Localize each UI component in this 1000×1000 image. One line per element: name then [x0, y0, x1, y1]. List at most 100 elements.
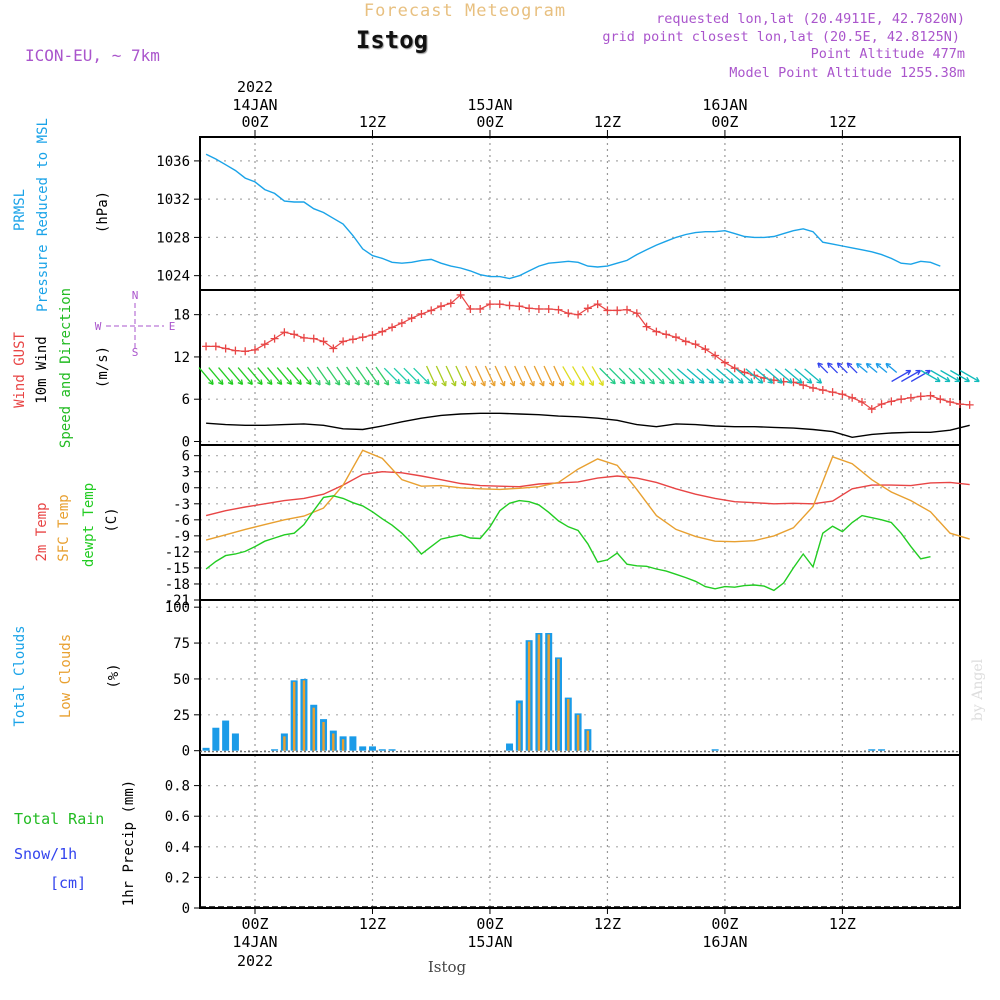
- wind-barb-head: [935, 376, 941, 383]
- wind-barb-head: [796, 378, 803, 384]
- wind-barb-head: [558, 380, 565, 387]
- gust-marker: [730, 364, 739, 373]
- gust-marker: [877, 400, 886, 409]
- wind-barb-head: [659, 378, 665, 385]
- wind-barb-head: [325, 379, 331, 386]
- wind-barb-head: [856, 362, 862, 369]
- low-cloud-bar: [527, 641, 531, 751]
- bottom-tick-label: 00Z: [711, 915, 738, 933]
- wind-barb: [393, 367, 411, 385]
- y-tick-label: 0.2: [165, 870, 190, 886]
- gust-marker: [437, 302, 446, 311]
- gust-marker: [260, 340, 269, 349]
- wind-barb: [257, 367, 273, 385]
- wind-barb: [755, 368, 773, 384]
- station-title: Istog: [356, 26, 428, 54]
- gust-marker: [887, 397, 896, 406]
- wind-barb: [346, 366, 360, 386]
- wind-barb-head: [757, 378, 764, 384]
- total-cloud-bar: [349, 736, 357, 751]
- y-tick-label: 0: [182, 481, 190, 497]
- wind-barb: [940, 369, 960, 383]
- wind-barb: [706, 368, 724, 384]
- wind-barb: [504, 365, 515, 387]
- gust-marker: [309, 334, 318, 343]
- wind-barb-head: [698, 378, 705, 384]
- wind-barb: [306, 366, 321, 386]
- gust-marker: [299, 333, 308, 342]
- wind-barb: [676, 368, 695, 384]
- wind-barb: [608, 367, 626, 385]
- wind-barb: [599, 367, 616, 385]
- wind-barb: [286, 367, 302, 385]
- top-tick-label: 00Z: [476, 113, 503, 131]
- gust-marker: [574, 310, 583, 319]
- low-cloud-bar: [518, 703, 521, 751]
- requested-coords: requested lon,lat (20.4911E, 42.7820N): [656, 11, 965, 27]
- wind-barb-head: [728, 378, 734, 384]
- wind-barb-head: [334, 379, 341, 386]
- gust-marker: [485, 300, 494, 309]
- wind-barb: [774, 368, 793, 384]
- y-tick-label: 0: [182, 901, 190, 917]
- wind-barb-head: [610, 378, 616, 385]
- compass-north: N: [132, 289, 139, 302]
- compass-west: W: [95, 320, 102, 333]
- gust-marker: [270, 334, 279, 343]
- wind-barb: [316, 366, 331, 386]
- bottom-tick-label: 12Z: [359, 915, 386, 933]
- low-cloud-bar: [547, 634, 550, 751]
- wind-barb-head: [974, 376, 980, 383]
- wind-barb-head: [689, 378, 695, 384]
- low-cloud-bar: [576, 714, 580, 751]
- total-rain-label: Total Rain: [14, 810, 104, 828]
- wind-barb-head: [509, 380, 516, 387]
- wind-barb: [885, 363, 898, 373]
- wind-barb: [237, 367, 253, 385]
- gust-marker: [290, 330, 299, 339]
- gust-marker: [867, 405, 876, 414]
- wind-barb-head: [354, 379, 360, 386]
- gust-marker: [936, 395, 945, 404]
- bottom-tick-label: 12Z: [829, 915, 856, 933]
- gust-marker: [828, 388, 837, 397]
- gust-marker: [378, 327, 387, 336]
- y-tick-label: -15: [165, 561, 190, 577]
- y-tick-label: 1036: [156, 154, 190, 170]
- low-clouds-label: Low Clouds: [58, 634, 74, 718]
- bottom-tick-label: 00Z: [241, 915, 268, 933]
- gust-marker: [446, 299, 455, 308]
- wind-barb-head: [787, 378, 793, 384]
- wind-barb-head: [374, 379, 380, 386]
- low-cloud-bar: [567, 699, 570, 751]
- wind-barb-head: [286, 379, 293, 386]
- total-cloud-bar: [878, 749, 886, 751]
- y-tick-label: 18: [173, 308, 190, 324]
- wind-barb-head: [460, 380, 467, 387]
- wind-barb: [403, 367, 420, 385]
- wind-barb: [856, 363, 868, 373]
- gust-marker: [623, 305, 632, 314]
- wind-barb-head: [529, 380, 535, 387]
- total-cloud-bar: [388, 749, 396, 751]
- wind-barb: [716, 368, 734, 384]
- gust-marker: [495, 300, 504, 309]
- gust-marker: [388, 323, 397, 332]
- y-tick-label: 6: [182, 449, 190, 465]
- gust-marker: [652, 327, 661, 336]
- low-cloud-bar: [341, 739, 345, 751]
- wind-barb-head: [480, 380, 486, 387]
- wind-barb: [865, 363, 878, 373]
- temp-unit: (C): [104, 507, 120, 532]
- gust-marker: [838, 390, 847, 399]
- wind-barb: [846, 362, 858, 374]
- gust-marker: [662, 330, 671, 339]
- wind-barb: [628, 367, 646, 385]
- y-tick-label: 1028: [156, 230, 190, 246]
- gust-marker: [339, 337, 348, 346]
- y-tick-label: -12: [165, 545, 190, 561]
- wind-barb: [804, 368, 822, 384]
- wind-barb: [227, 367, 243, 385]
- wind-barb: [514, 365, 525, 387]
